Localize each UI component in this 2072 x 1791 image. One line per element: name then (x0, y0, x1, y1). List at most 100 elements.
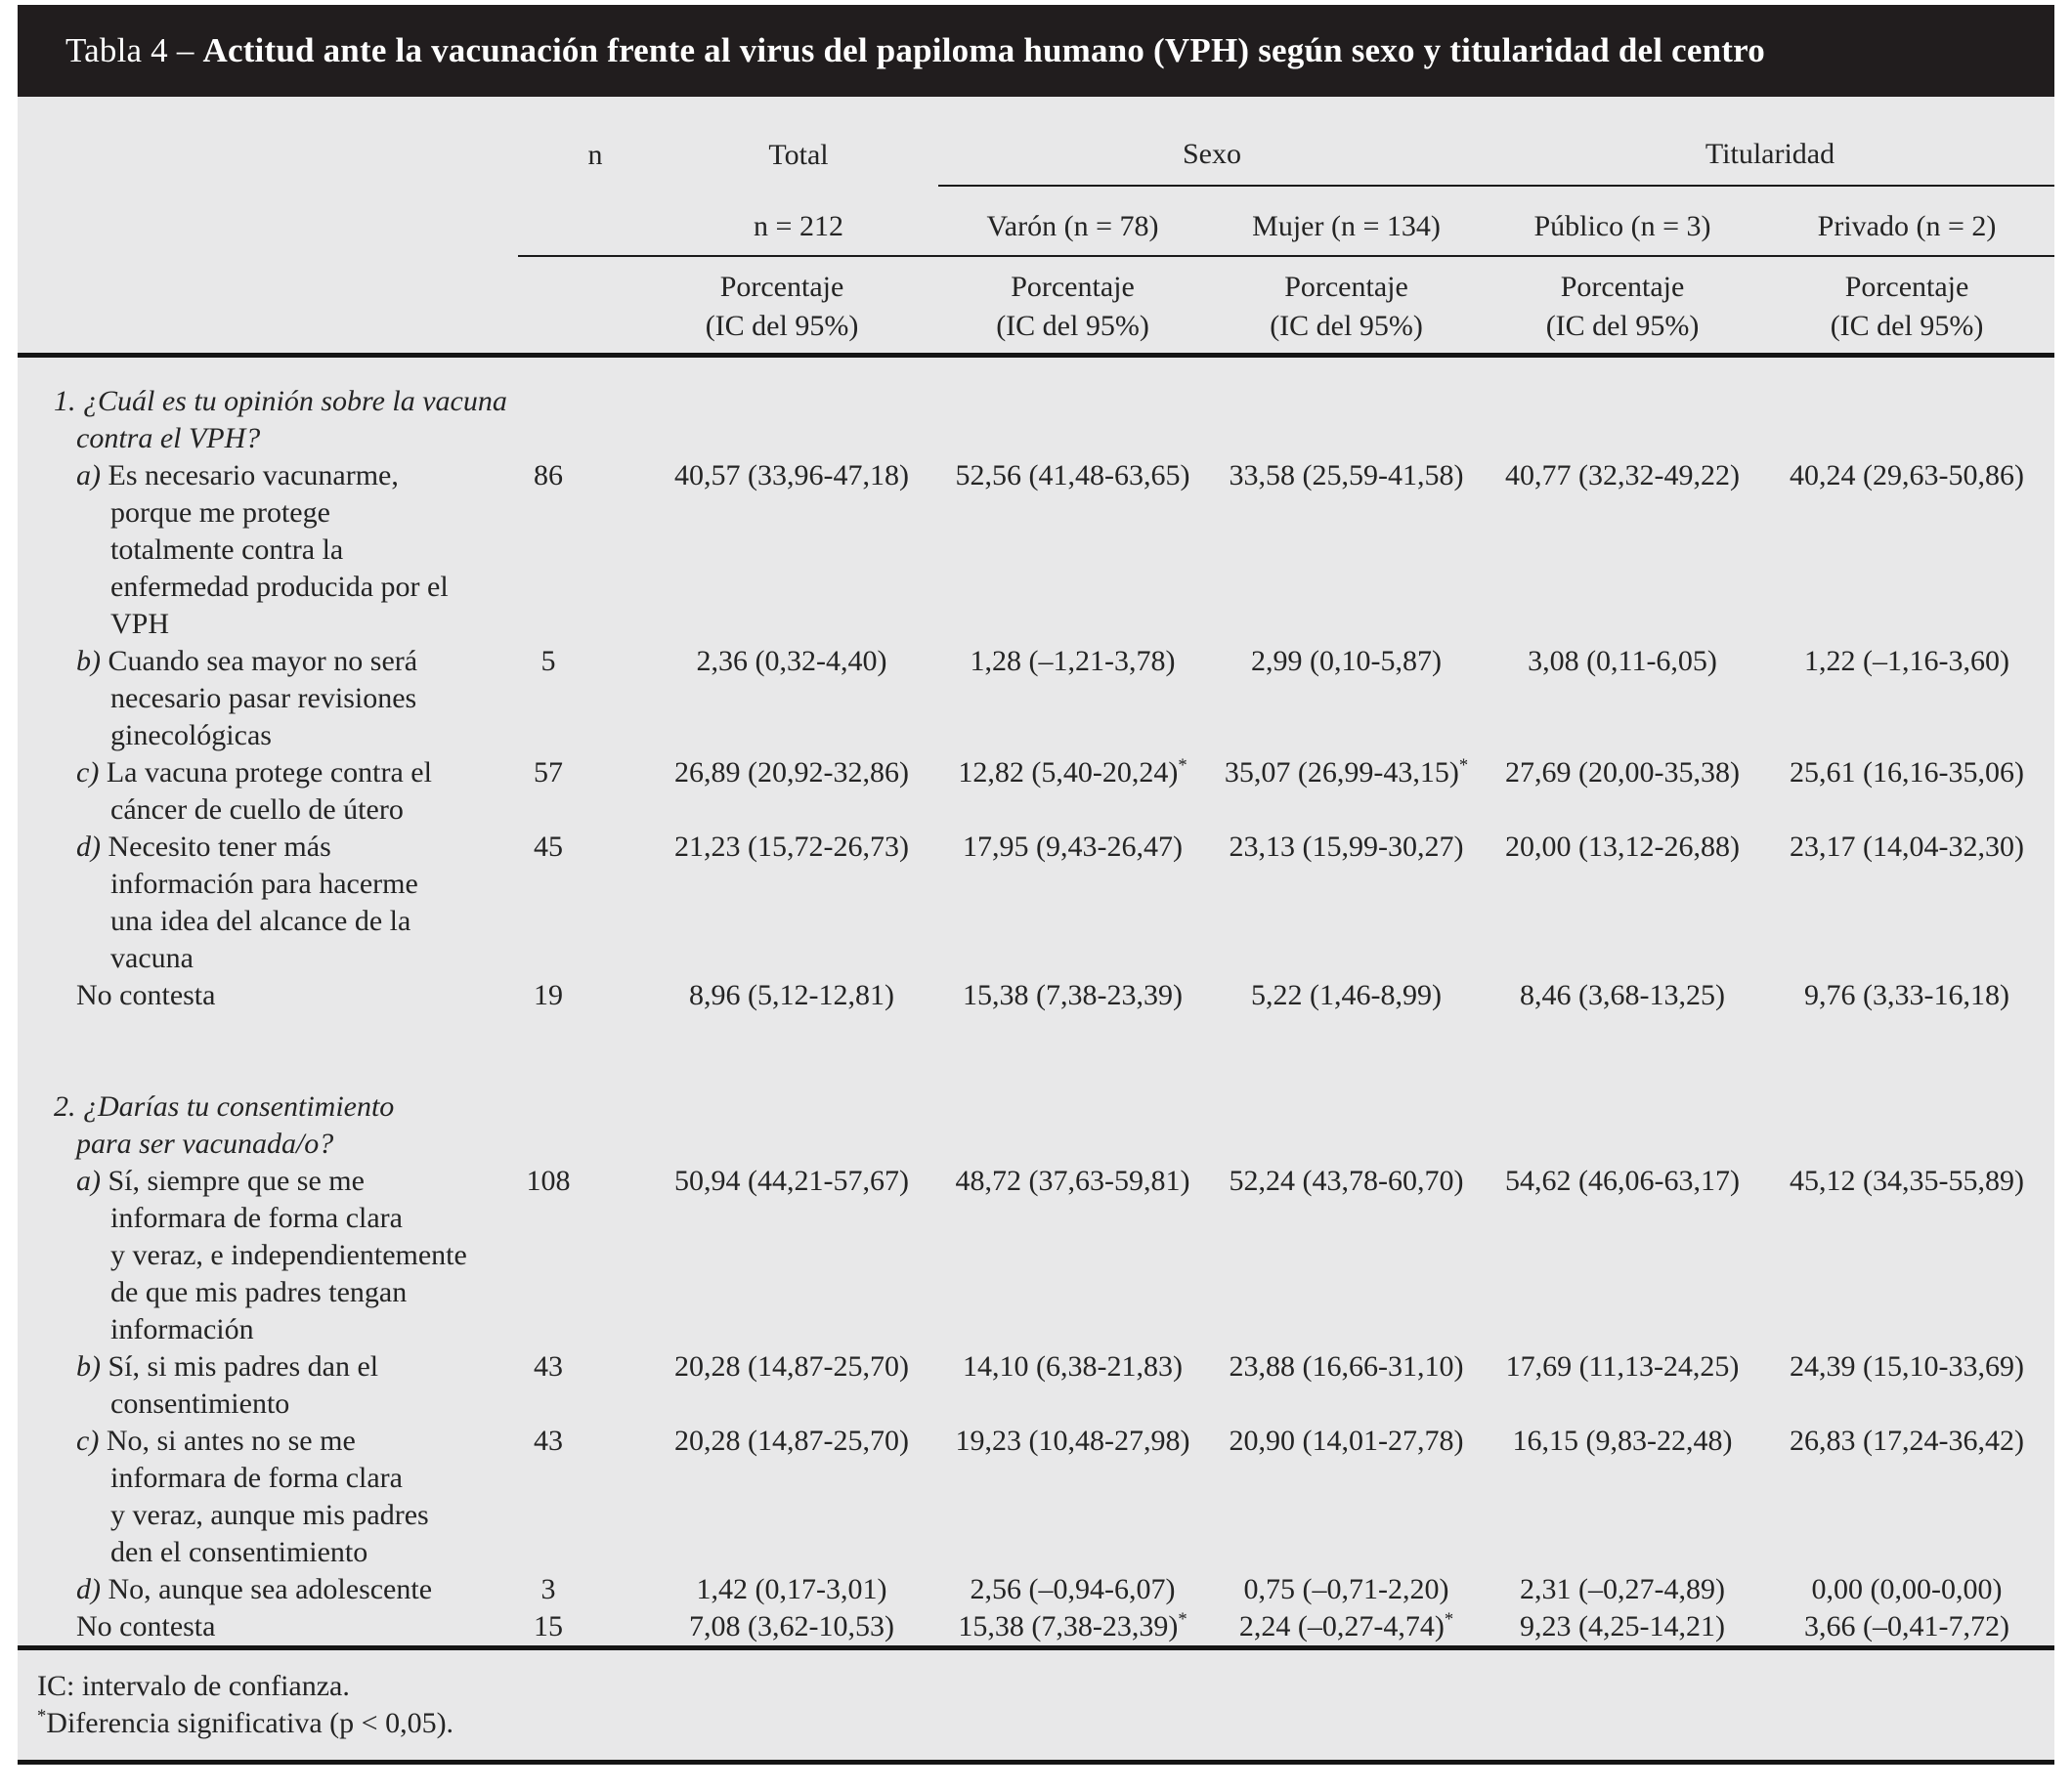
cell-varon: 17,95 (9,43-26,47) (963, 830, 1183, 863)
answer-letter: c) (76, 755, 107, 789)
column-header-mujer: Mujer (n = 134) (1207, 186, 1486, 257)
cell-privado: 25,61 (16,16-35,06) (1790, 755, 2024, 789)
table-row-answer: d) Necesito tener más información para ha… (18, 829, 2054, 977)
answer-letter: d) (76, 1572, 108, 1605)
cell-total: 21,23 (15,72-26,73) (674, 830, 909, 863)
cell-publico: 54,62 (46,06-63,17) (1505, 1164, 1740, 1197)
row-label: No contesta (18, 1608, 518, 1645)
column-header-privado: Privado (n = 2) (1759, 186, 2055, 257)
cell-privado (1759, 355, 2054, 457)
cell-total: 2,36 (0,32-4,40) (696, 644, 887, 677)
group-header-titularidad: Titularidad (1486, 97, 2055, 187)
answer-text: Es necesario vacunarme, (108, 458, 399, 491)
cell-mujer: 20,90 (14,01-27,78) (1229, 1424, 1464, 1457)
cell-varon: 19,23 (10,48-27,98) (955, 1424, 1190, 1457)
cell-n: 3 (540, 1572, 556, 1605)
cell-n: 43 (534, 1349, 563, 1383)
significance-asterisk: * (1458, 754, 1469, 776)
table-number: Tabla 4 – (65, 31, 203, 69)
header-empty (518, 256, 626, 358)
column-header-publico: Público (n = 3) (1486, 186, 1759, 257)
cell-privado: 45,12 (34,35-55,89) (1790, 1164, 2024, 1197)
cell-n: 86 (534, 458, 563, 491)
measure-header-total: Porcentaje (IC del 95%) (626, 256, 938, 358)
cell-privado: 24,39 (15,10-33,69) (1790, 1349, 2024, 1383)
cell-mujer: 5,22 (1,46-8,99) (1251, 978, 1442, 1011)
table-title: Actitud ante la vacunación frente al vir… (202, 31, 1765, 69)
measure-header-privado: Porcentaje (IC del 95%) (1759, 256, 2055, 358)
row-label: b) Cuando sea mayor no será necesario pas… (76, 644, 418, 751)
answer-text: La vacuna protege contra el (106, 755, 432, 789)
table-row-answer: c) No, si antes no se me informara de for… (18, 1423, 2054, 1571)
table-row-answer: a) Es necesario vacunarme, porque me prot… (18, 457, 2054, 643)
cell-publico: 8,46 (3,68-13,25) (1520, 978, 1725, 1011)
table-row-spacer (18, 1014, 2054, 1088)
header-row-groups: n Total Sexo Titularidad (18, 97, 2055, 187)
cell-publico: 3,08 (0,11-6,05) (1528, 644, 1717, 677)
answer-text: No contesta (76, 978, 216, 1011)
cell-privado (1759, 1088, 2054, 1163)
column-header-total: Total (768, 139, 829, 171)
table-row-plain: No contesta 19 8,96 (5,12-12,81) 15,38 (7,3… (18, 977, 2054, 1014)
row-label: a) Sí, siempre que se me informara de for… (76, 1164, 467, 1345)
cell-mujer: 23,13 (15,99-30,27) (1229, 830, 1464, 863)
footnote-significance: *Diferencia significativa (p < 0,05). (37, 1705, 2054, 1742)
header-empty (18, 256, 518, 358)
cell-mujer: 0,75 (–0,71-2,20) (1243, 1572, 1449, 1605)
cell-n (518, 1088, 626, 1163)
table-row-answer: a) Sí, siempre que se me informara de for… (18, 1163, 2054, 1348)
data-table: n Total Sexo Titularidad n = 212 Varón (… (18, 97, 2055, 1645)
cell-n: 43 (534, 1424, 563, 1457)
header-empty (518, 186, 626, 257)
row-label: c) La vacuna protege contra el cáncer de … (76, 755, 432, 826)
table-row-answer: c) La vacuna protege contra el cáncer de … (18, 754, 2054, 829)
footnote-text: IC: intervalo de confianza. (37, 1669, 350, 1702)
footnote-ic: IC: intervalo de confianza. (37, 1668, 2054, 1705)
cell-n (518, 355, 626, 457)
cell-total: 20,28 (14,87-25,70) (674, 1424, 909, 1457)
header-empty (18, 186, 518, 256)
cell-n: 15 (534, 1609, 563, 1642)
cell-privado: 9,76 (3,33-16,18) (1804, 978, 2009, 1011)
cell-total: 1,42 (0,17-3,01) (696, 1572, 887, 1605)
footnote-text: Diferencia significativa (p < 0,05). (46, 1706, 454, 1739)
cell-varon: 15,38 (7,38-23,39) (963, 978, 1183, 1011)
table-row-question: 1. ¿Cuál es tu opinión sobre la vacuna co… (18, 355, 2054, 457)
cell-n: 45 (534, 830, 563, 863)
answer-letter: b) (76, 1349, 108, 1383)
table-row-plain: No contesta 15 7,08 (3,62-10,53) 15,38 (7,3… (18, 1608, 2054, 1645)
footnotes: IC: intervalo de confianza. *Diferencia … (18, 1644, 2054, 1765)
cell-varon: 52,56 (41,48-63,65) (955, 458, 1190, 491)
table-row-question: 2. ¿Darías tu consentimiento para ser vac… (18, 1088, 2054, 1163)
answer-text: Cuando sea mayor no será (108, 644, 418, 677)
column-header-varon: Varón (n = 78) (938, 186, 1207, 257)
cell-total: 20,28 (14,87-25,70) (674, 1349, 909, 1383)
table-title-bar: Tabla 4 – Actitud ante la vacunación fre… (18, 5, 2054, 97)
row-label: d) Necesito tener más información para ha… (76, 830, 418, 974)
table-row-answer: d) No, aunque sea adolescente 3 1,42 (0,17… (18, 1571, 2054, 1608)
cell-publico: 16,15 (9,83-22,48) (1512, 1424, 1733, 1457)
cell-n: 19 (534, 978, 563, 1011)
answer-text: Sí, si mis padres dan el (108, 1349, 379, 1383)
row-label: c) No, si antes no se me informara de for… (76, 1424, 429, 1568)
cell-mujer: 23,88 (16,66-31,10) (1229, 1349, 1464, 1383)
row-label: d) No, aunque sea adolescente (18, 1571, 518, 1608)
cell-mujer: 2,99 (0,10-5,87) (1251, 644, 1442, 677)
group-header-sexo: Sexo (938, 97, 1486, 187)
cell-mujer: 2,24 (–0,27-4,74)* (1238, 1608, 1454, 1642)
measure-header-mujer: Porcentaje (IC del 95%) (1207, 256, 1486, 358)
column-header-n: n (587, 139, 603, 171)
cell-varon: 2,56 (–0,94-6,07) (970, 1572, 1176, 1605)
answer-letter: c) (76, 1424, 107, 1457)
answer-letter: a) (76, 458, 108, 491)
column-header-total-n: n = 212 (626, 186, 938, 257)
cell-n: 57 (534, 755, 563, 789)
table-row-answer: b) Sí, si mis padres dan el consentimient… (18, 1348, 2054, 1423)
cell-publico (1486, 355, 1759, 457)
cell-total: 7,08 (3,62-10,53) (689, 1609, 894, 1642)
row-label: 1. ¿Cuál es tu opinión sobre la vacuna co… (54, 384, 507, 454)
header-empty (18, 97, 518, 186)
significance-asterisk: * (1178, 754, 1187, 776)
cell-publico: 2,31 (–0,27-4,89) (1520, 1572, 1725, 1605)
header-row-measure: Porcentaje (IC del 95%) Porcentaje (IC del… (18, 256, 2055, 358)
